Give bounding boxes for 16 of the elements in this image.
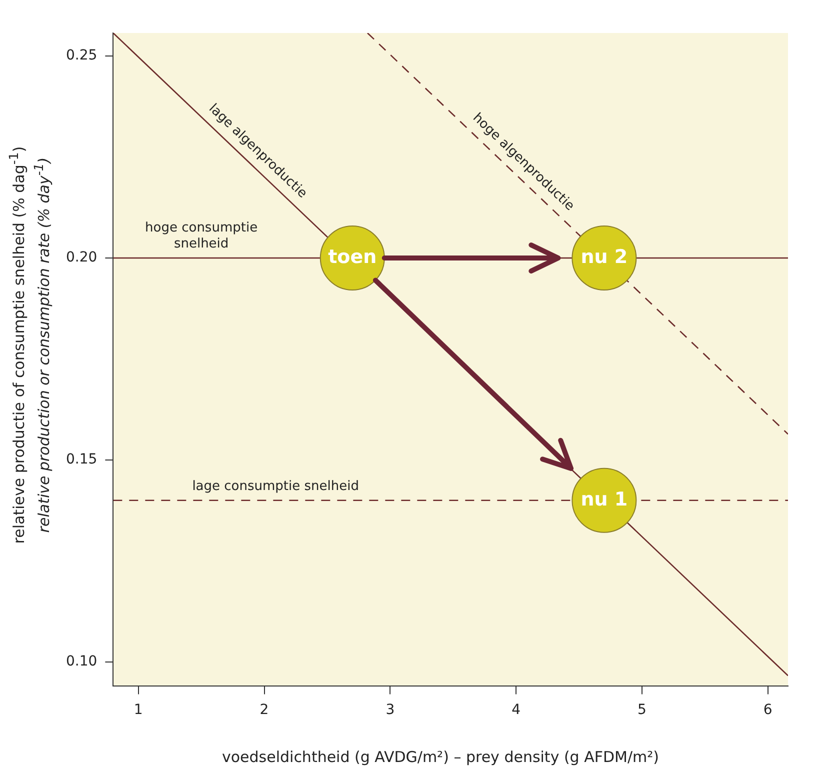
annotation: toen (328, 246, 377, 268)
annotation: lage consumptie snelheid (192, 478, 359, 494)
y-tick-label: 0.15 (66, 452, 98, 468)
annotation: nu 1 (580, 488, 628, 510)
x-axis-title: voedseldichtheid (g AVDG/m²) – prey density (g AFDM/m²) (220, 748, 660, 766)
x-tick-label: 2 (260, 702, 269, 718)
annotation: nu 2 (580, 246, 628, 268)
x-tick-label: 1 (134, 702, 143, 718)
y-tick-label: 0.10 (66, 654, 98, 670)
x-tick-label: 5 (637, 702, 646, 718)
y-tick-label: 0.25 (66, 48, 98, 64)
x-tick-label: 3 (386, 702, 395, 718)
x-tick-label: 4 (512, 702, 521, 718)
x-tick-label: 6 (763, 702, 772, 718)
annotation: hoge consumptie snelheid (145, 220, 258, 252)
y-tick-label: 0.20 (66, 250, 98, 266)
